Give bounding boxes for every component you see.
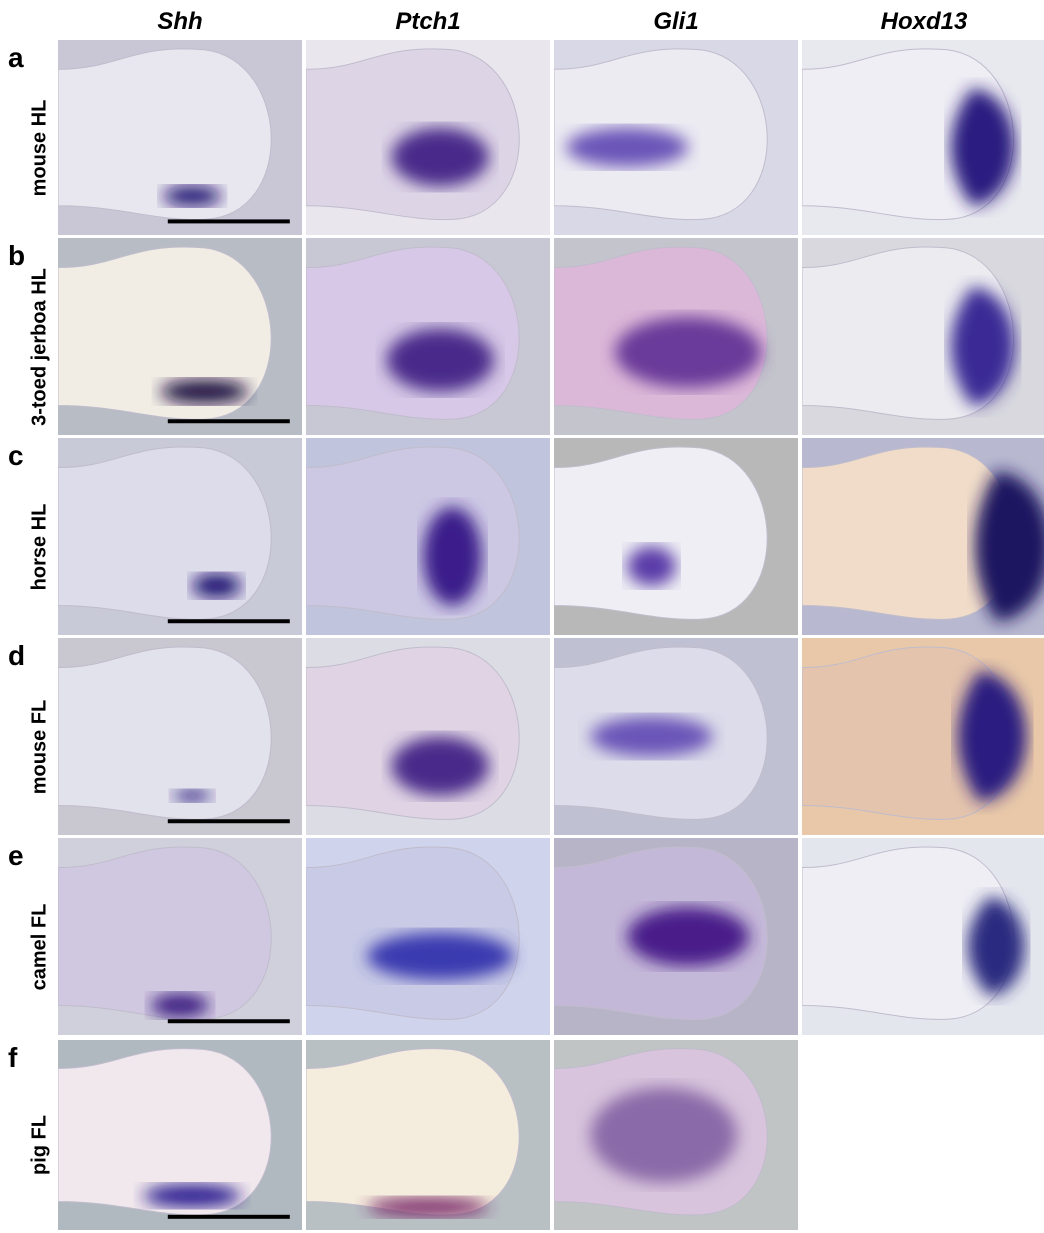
in-situ-panel [58, 40, 302, 235]
in-situ-panel [306, 1040, 550, 1230]
expression-domain [423, 507, 482, 606]
in-situ-panel [802, 838, 1044, 1035]
expression-domain [367, 933, 513, 980]
in-situ-panel [554, 838, 798, 1035]
limb-bud [58, 847, 271, 1019]
expression-domain [387, 329, 494, 392]
row-letter: d [8, 640, 25, 672]
row-label: pig FL [29, 1115, 52, 1175]
in-situ-panel [58, 1040, 302, 1230]
row-label: horse HL [29, 503, 52, 590]
limb-bud [554, 447, 767, 619]
row-letter: c [8, 440, 24, 472]
expression-domain [615, 317, 761, 388]
scale-bar [168, 619, 290, 623]
expression-domain [173, 790, 212, 802]
figure: ShhPtch1Gli1Hoxd13 a mouse HL b3-toed jerbo… [0, 0, 1044, 1233]
expression-domain [566, 128, 688, 167]
scale-bar [168, 819, 290, 823]
expression-domain [627, 907, 749, 966]
column-header: Hoxd13 [802, 8, 1044, 36]
expression-domain [591, 717, 713, 756]
expression-domain [391, 737, 489, 796]
expression-domain [160, 380, 248, 404]
scale-bar [168, 419, 290, 423]
row-label: mouse FL [29, 699, 52, 793]
limb-bud [58, 447, 271, 619]
in-situ-panel [58, 438, 302, 635]
expression-domain [143, 1184, 241, 1207]
in-situ-panel [306, 40, 550, 235]
in-situ-panel [554, 1040, 798, 1230]
limb-bud [58, 647, 271, 819]
row-letter: a [8, 42, 24, 74]
in-situ-panel [802, 438, 1044, 635]
in-situ-panel [554, 438, 798, 635]
in-situ-panel [802, 638, 1044, 835]
row-label: mouse HL [29, 99, 52, 196]
scale-bar [168, 1019, 290, 1023]
in-situ-panel [58, 238, 302, 435]
expression-domain [975, 471, 1044, 621]
in-situ-panel [802, 238, 1044, 435]
row-letter: f [8, 1042, 17, 1074]
in-situ-panel [554, 638, 798, 835]
expression-domain [391, 128, 489, 187]
column-header: Ptch1 [306, 8, 550, 36]
limb-bud [306, 1049, 519, 1215]
row-letter: e [8, 840, 24, 872]
in-situ-panel [802, 40, 1044, 235]
expression-domain [627, 546, 676, 585]
row-letter: b [8, 240, 25, 272]
scale-bar [168, 1215, 290, 1219]
expression-domain [367, 1198, 489, 1217]
in-situ-panel [58, 838, 302, 1035]
column-header: Gli1 [554, 8, 798, 36]
in-situ-panel [306, 838, 550, 1035]
scale-bar [168, 219, 290, 223]
in-situ-panel [58, 638, 302, 835]
limb-bud [306, 447, 519, 619]
row-label: 3-toed jerboa HL [29, 268, 52, 426]
in-situ-panel [306, 438, 550, 635]
limb-bud [306, 847, 519, 1019]
expression-domain [192, 574, 241, 598]
row-label: camel FL [29, 903, 52, 990]
expression-domain [591, 1088, 737, 1183]
limb-bud [306, 647, 519, 819]
in-situ-panel [554, 238, 798, 435]
in-situ-panel [554, 40, 798, 235]
column-header: Shh [58, 8, 302, 36]
expression-domain [163, 186, 222, 206]
in-situ-panel [306, 638, 550, 835]
in-situ-panel [306, 238, 550, 435]
expression-domain [151, 994, 210, 1018]
